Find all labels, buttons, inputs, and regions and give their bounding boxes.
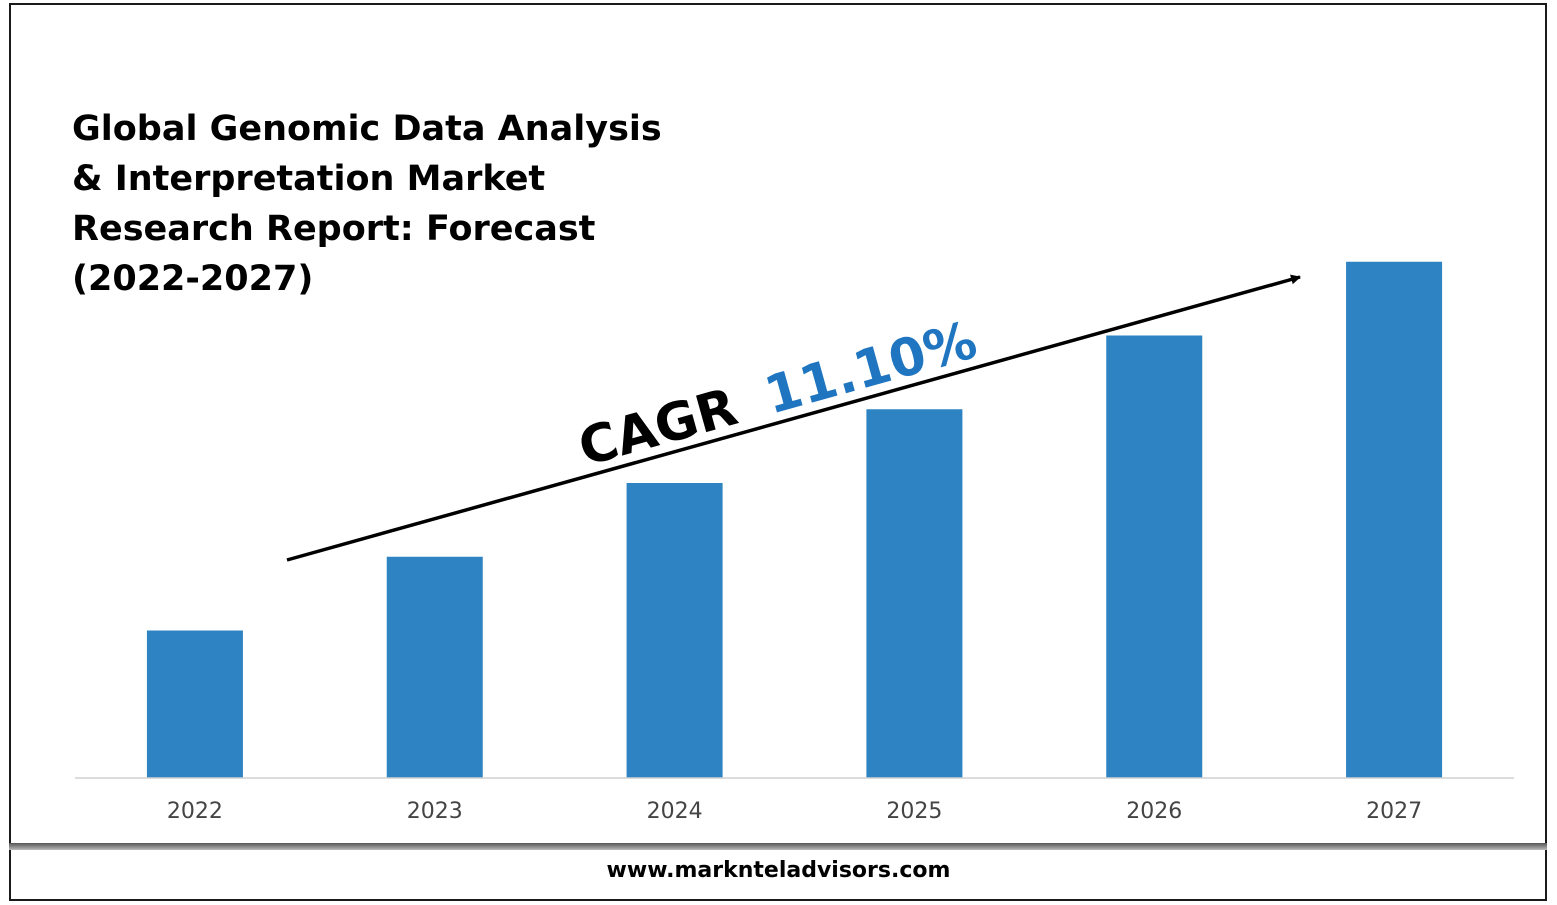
bar-2022 (146, 630, 243, 778)
x-tick-label-2024: 2024 (647, 799, 703, 824)
bar-2024 (626, 483, 723, 778)
cagr-label: CAGR (572, 377, 743, 478)
bar-2023 (386, 556, 483, 778)
title-line-3: Research Report: Forecast (72, 209, 596, 249)
x-tick-label-2025: 2025 (886, 799, 942, 824)
cagr-trend-arrow (286, 274, 1301, 562)
footer-url[interactable]: www.marknteladvisors.com (606, 858, 951, 883)
chart-title: Global Genomic Data Analysis & Interpret… (72, 104, 672, 304)
footer-box (9, 850, 1547, 901)
bar-2025 (866, 409, 963, 778)
bar-2026 (1106, 335, 1203, 778)
cagr-value: 11.10% (758, 311, 983, 427)
bar-series (146, 261, 1443, 778)
x-tick-label-2027: 2027 (1366, 799, 1422, 824)
title-line-4: (2022-2027) (72, 259, 314, 299)
title-line-2: & Interpretation Market (72, 159, 546, 199)
x-tick-label-2026: 2026 (1126, 799, 1182, 824)
bar-2027 (1346, 261, 1443, 778)
x-tick-label-2023: 2023 (407, 799, 463, 824)
x-tick-label-2022: 2022 (167, 799, 223, 824)
x-axis-tick-labels: 2022 2023 2024 2025 2026 2027 (167, 799, 1422, 824)
title-line-1: Global Genomic Data Analysis (72, 109, 662, 149)
frame-shadow (9, 843, 1547, 850)
